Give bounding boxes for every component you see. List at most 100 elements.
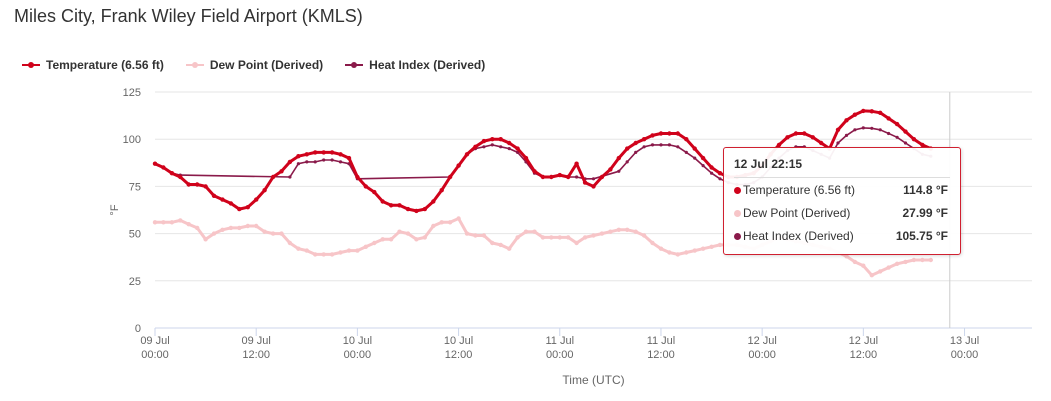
x-tick-label: 09 Jul: [242, 335, 271, 347]
series-heat-index-point: [718, 177, 722, 181]
x-tick-label: 09 Jul: [140, 335, 169, 347]
series-heat-index-point: [288, 175, 292, 179]
series-dew-point-point: [886, 265, 891, 270]
series-dew-point-point: [304, 248, 309, 253]
series-heat-index-point: [676, 145, 680, 149]
series-dew-point-point: [405, 231, 411, 236]
series-temperature-point: [397, 203, 402, 208]
x-tick-label: 00:00: [748, 349, 776, 361]
legend-item-temperature[interactable]: Temperature (6.56 ft): [22, 58, 164, 72]
series-temperature-point: [709, 165, 714, 170]
series-temperature-point: [203, 184, 208, 189]
series-heat-index-point: [650, 143, 655, 147]
series-temperature-point: [287, 159, 293, 165]
series-dew-point-point: [211, 231, 217, 236]
series-heat-index-point: [499, 145, 503, 149]
series-dew-point-point: [557, 235, 562, 240]
series-dew-point-point: [616, 227, 621, 232]
series-temperature-point: [861, 108, 866, 114]
series-dew-point-point: [203, 237, 208, 242]
series-temperature-point: [650, 133, 655, 138]
series-heat-index-point: [853, 128, 857, 132]
legend-label-dew-point: Dew Point (Derived): [209, 58, 324, 72]
series-temperature-point: [566, 174, 571, 180]
series-temperature-point: [304, 152, 309, 157]
series-temperature-point: [237, 206, 242, 212]
series-temperature-point: [363, 184, 368, 189]
x-tick-label: 12:00: [647, 349, 675, 361]
x-tick-label: 11 Jul: [545, 335, 574, 347]
legend-label-temperature: Temperature (6.56 ft): [46, 58, 164, 72]
series-dew-point-point: [878, 269, 883, 274]
series-temperature-point: [819, 140, 824, 146]
series-temperature-point: [473, 144, 478, 149]
series-temperature-point: [658, 131, 664, 136]
series-heat-index-point: [861, 126, 865, 130]
chart-legend: Temperature (6.56 ft) Dew Point (Derived…: [22, 58, 485, 72]
x-tick-label: 10 Jul: [444, 335, 473, 347]
x-tick-label: 00:00: [344, 349, 372, 361]
y-tick-label: 75: [129, 181, 141, 193]
series-dew-point-point: [346, 248, 352, 253]
series-dew-point-point: [903, 259, 908, 265]
tooltip-label-dew-point: Dew Point (Derived): [743, 206, 851, 220]
series-temperature-point: [456, 163, 461, 168]
series-dew-point-point: [431, 223, 436, 229]
y-tick-label: 100: [123, 134, 141, 146]
series-heat-index-point: [330, 158, 334, 162]
series-temperature-point: [692, 146, 697, 151]
series-heat-index-point: [338, 160, 343, 164]
series-dew-point-point: [709, 244, 714, 249]
series-temperature-point: [641, 137, 647, 142]
series-dew-point-point: [894, 261, 900, 266]
y-tick-label: 25: [129, 276, 141, 288]
legend-item-heat-index[interactable]: Heat Index (Derived): [345, 58, 485, 72]
series-temperature-point: [523, 155, 529, 161]
series-dew-point-point: [372, 240, 377, 246]
series-dew-point-point: [641, 233, 647, 238]
tooltip-row-temperature: Temperature (6.56 ft) 114.8 °F: [734, 182, 948, 198]
x-tick-label: 11 Jul: [647, 335, 676, 347]
tooltip-value-dew-point: 27.99 °F: [902, 206, 949, 220]
legend-label-heat-index: Heat Index (Derived): [369, 58, 486, 72]
legend-item-dew-point[interactable]: Dew Point (Derived): [185, 58, 324, 72]
x-tick-label: 13 Jul: [950, 335, 979, 347]
x-tick-label: 12 Jul: [747, 335, 776, 347]
series-temperature-point: [591, 184, 596, 189]
series-heat-index-point: [507, 147, 511, 151]
tooltip-label-temperature: Temperature (6.56 ft): [743, 183, 856, 197]
series-dew-point-point: [439, 220, 444, 225]
series-dew-point-point: [591, 233, 596, 238]
series-dew-point-point: [254, 223, 259, 229]
y-tick-label: 0: [135, 323, 141, 335]
series-heat-index-point: [296, 162, 300, 166]
series-dew-point-point: [287, 240, 293, 246]
tooltip-dot-heat-index: [734, 232, 741, 240]
series-dew-point-point: [507, 246, 512, 251]
series-temperature-point: [245, 205, 250, 210]
series-heat-index-point: [313, 160, 317, 164]
x-tick-label: 12:00: [445, 349, 473, 361]
tooltip-row-dew-point: Dew Point (Derived) 27.99 °F: [734, 205, 948, 221]
x-tick-label: 10 Jul: [343, 335, 372, 347]
series-temperature-point: [329, 150, 335, 155]
series-dew-point-point: [599, 231, 605, 236]
series-temperature-point: [152, 161, 158, 166]
series-dew-point-point: [152, 220, 158, 225]
series-temperature-point: [633, 140, 638, 146]
series-temperature-point: [532, 169, 537, 174]
series-heat-index-point: [684, 150, 688, 154]
series-dew-point-point: [178, 218, 183, 223]
series-heat-index-point: [870, 126, 874, 130]
series-temperature-point: [616, 155, 621, 161]
series-temperature-point: [684, 137, 689, 142]
series-temperature-point: [422, 206, 427, 212]
series-heat-index-point: [710, 171, 714, 175]
series-dew-point-point: [532, 229, 537, 234]
series-dew-point-point: [329, 252, 335, 257]
y-axis-label: °F: [109, 204, 121, 215]
series-dew-point-point: [700, 246, 706, 251]
series-temperature-point: [844, 118, 849, 123]
series-heat-index-point: [591, 177, 596, 181]
